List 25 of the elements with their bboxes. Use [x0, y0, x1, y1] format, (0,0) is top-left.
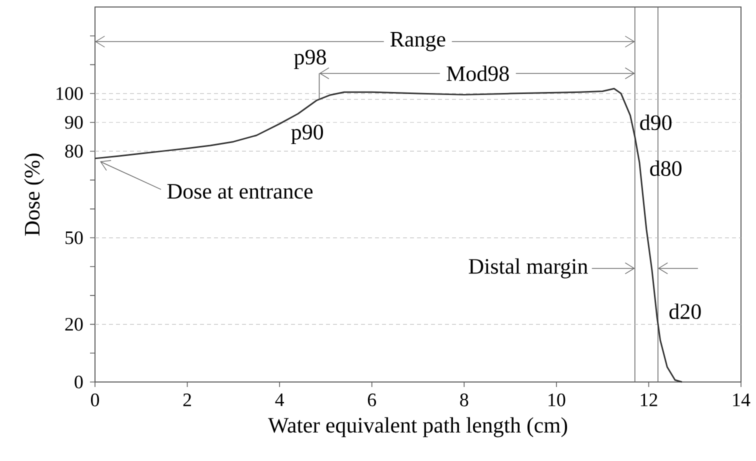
x-tick-label: 0	[90, 394, 100, 406]
annotation: p98	[294, 50, 326, 69]
x-tick-label: 6	[368, 394, 376, 406]
annotation: d90	[640, 114, 672, 130]
annotation: Distal margin	[468, 258, 588, 278]
x-tick-label: 12	[640, 394, 658, 406]
x-tick-label: 8	[460, 394, 468, 406]
y-tick-label: 20	[65, 318, 83, 331]
x-tick-label: 10	[548, 394, 566, 406]
y-tick-label: 0	[74, 376, 83, 388]
y-tick-label: 90	[65, 116, 83, 129]
x-tick-label: 14	[733, 394, 750, 406]
x-axis-title: Water equivalent path length (cm)	[268, 417, 568, 438]
y-tick-label: 80	[65, 144, 83, 158]
x-tick-label: 2	[183, 394, 191, 406]
annotation: p90	[291, 124, 323, 144]
y-tick-label: 100	[56, 87, 83, 100]
y-axis-title: Dose (%)	[24, 154, 44, 236]
annotation: d20	[669, 304, 701, 320]
annotation: Dose at entrance	[167, 184, 313, 199]
annotation: Mod98	[446, 66, 509, 82]
annotation: d80	[650, 160, 682, 176]
x-tick-label: 4	[275, 394, 284, 406]
annotation: Range	[390, 32, 446, 52]
y-tick-label: 50	[66, 231, 83, 244]
